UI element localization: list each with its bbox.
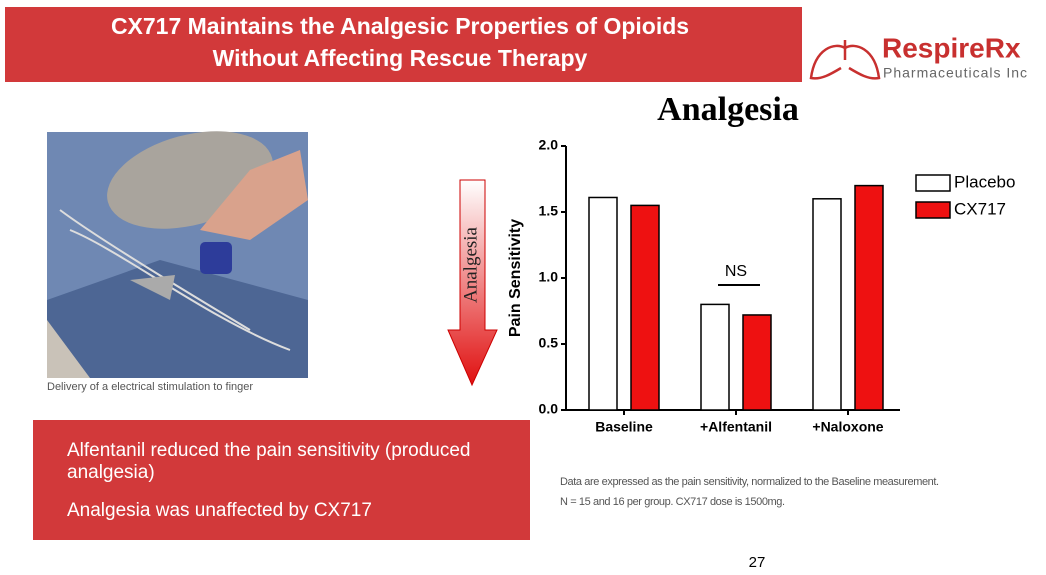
annotation: NS bbox=[725, 263, 747, 280]
photo bbox=[47, 131, 308, 378]
header-title: CX717 Maintains the Analgesic Properties… bbox=[111, 13, 689, 39]
bar bbox=[742, 314, 772, 411]
y-axis-label: Pain Sensitivity bbox=[507, 219, 524, 337]
y-tick-label: 0.5 bbox=[539, 335, 559, 351]
bar bbox=[588, 196, 618, 411]
legend-swatch bbox=[915, 174, 951, 192]
y-tick-label: 1.5 bbox=[539, 203, 559, 219]
x-tick-label: +Naloxone bbox=[812, 419, 883, 435]
chart-title: Analgesia bbox=[657, 91, 799, 128]
header-band bbox=[5, 7, 802, 82]
footnote: N = 15 and 16 per group. CX717 dose is 1… bbox=[560, 496, 785, 508]
logo-subtitle: Pharmaceuticals Inc bbox=[883, 65, 1028, 81]
bar bbox=[854, 184, 884, 411]
y-tick-label: 1.0 bbox=[539, 269, 559, 285]
legend-label: CX717 bbox=[954, 199, 1006, 218]
bullet: Analgesia was unaffected by CX717 bbox=[67, 500, 372, 521]
logo-icon bbox=[809, 40, 881, 80]
legend-label: Placebo bbox=[954, 172, 1015, 191]
bar bbox=[630, 204, 660, 411]
analgesia-arrow bbox=[447, 179, 498, 387]
y-tick-label: 2.0 bbox=[539, 137, 559, 153]
bullet: Alfentanil reduced the pain sensitivity … bbox=[67, 440, 471, 483]
legend-swatch bbox=[915, 201, 951, 219]
bar bbox=[812, 198, 842, 411]
photo-caption: Delivery of a electrical stimulation to … bbox=[47, 381, 253, 393]
bullet-box bbox=[33, 420, 530, 540]
logo-name: RespireRx bbox=[882, 32, 1021, 63]
footnote: Data are expressed as the pain sensitivi… bbox=[560, 476, 939, 488]
x-tick-label: +Alfentanil bbox=[700, 419, 772, 435]
page-number: 27 bbox=[749, 554, 766, 571]
header-title: Without Affecting Rescue Therapy bbox=[213, 45, 588, 71]
y-tick-label: 0.0 bbox=[539, 401, 559, 417]
bar bbox=[700, 303, 730, 411]
x-tick-label: Baseline bbox=[595, 419, 653, 435]
arrow-label: Analgesia bbox=[460, 226, 481, 303]
